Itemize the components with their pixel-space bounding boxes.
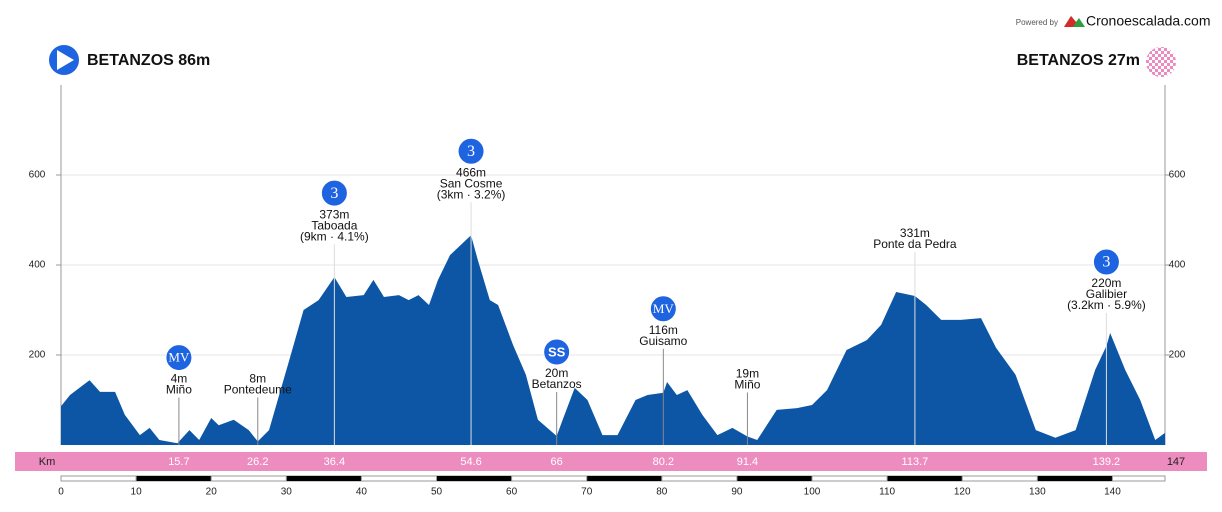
x-tick-label: 40 <box>356 487 368 498</box>
badge-label: MV <box>653 301 675 316</box>
climb-detail: (3.2km · 5.9%) <box>1067 298 1146 312</box>
finish-label: BETANZOS 27m <box>1017 52 1140 69</box>
brand-logo <box>1064 16 1085 27</box>
x-tick-label: 0 <box>58 487 64 498</box>
badge-label: 3 <box>467 143 475 160</box>
badge: 3 <box>457 137 485 165</box>
place-name: San Cosme <box>440 176 503 190</box>
km-label: 147 <box>1167 456 1185 468</box>
badge: SS <box>543 338 571 366</box>
place-name: Taboada <box>311 218 357 232</box>
x-tick-label: 50 <box>431 487 443 498</box>
x-tick-label: 90 <box>731 487 743 498</box>
badge: 3 <box>320 179 348 207</box>
badge-label: 3 <box>330 185 338 202</box>
badge-label: MV <box>168 350 190 365</box>
km-strip-label: Km <box>39 456 56 468</box>
y2-tick-label: 200 <box>1169 350 1186 361</box>
y2-tick-label: 600 <box>1169 170 1186 181</box>
x-tick-label: 120 <box>954 487 971 498</box>
x-tick-label: 110 <box>879 487 895 498</box>
elevation-label: 331m <box>900 226 930 240</box>
y2-tick-label: 400 <box>1169 260 1186 271</box>
brand[interactable]: Cronoescalada.com <box>1086 13 1211 29</box>
badge-circle <box>1092 248 1120 276</box>
start-label: BETANZOS 86m <box>87 52 210 69</box>
place-name: Miño <box>734 378 760 392</box>
x-tick-label: 30 <box>281 487 293 498</box>
km-label: 66 <box>551 456 563 468</box>
climb-detail: (3km · 3.2%) <box>437 187 506 201</box>
ruler-segment <box>586 476 662 481</box>
badge: 3 <box>1092 248 1120 276</box>
x-tick-label: 60 <box>506 487 518 498</box>
km-label: 139.2 <box>1093 456 1121 468</box>
ruler-segment <box>286 476 362 481</box>
badge-circle <box>457 137 485 165</box>
ruler-segment <box>136 476 212 481</box>
km-label: 15.7 <box>168 456 189 468</box>
x-tick-label: 10 <box>131 487 143 498</box>
place-name: Guisamo <box>639 334 687 348</box>
elevation-label: 8m <box>249 372 266 386</box>
y-tick-label: 200 <box>29 350 46 361</box>
elevation-label: 116m <box>649 323 678 337</box>
x-tick-label: 70 <box>581 487 593 498</box>
ruler-segment <box>436 476 512 481</box>
badge-circle <box>320 179 348 207</box>
km-label: 54.6 <box>460 456 481 468</box>
badge-circle <box>543 338 571 366</box>
x-tick-label: 100 <box>804 487 821 498</box>
elevation-label: 373m <box>319 207 349 221</box>
place-name: Galibier <box>1086 287 1127 301</box>
elevation-label: 466m <box>456 165 486 179</box>
place-name: Pontedeume <box>224 383 292 397</box>
x-tick-label: 80 <box>656 487 668 498</box>
badge-label: SS <box>548 344 566 359</box>
km-label: 36.4 <box>324 456 345 468</box>
y-tick-label: 400 <box>29 260 46 271</box>
km-strip <box>15 452 1207 471</box>
start-icon <box>49 45 79 75</box>
km-label: 80.2 <box>653 456 674 468</box>
elevation-label: 20m <box>545 366 568 380</box>
finish-icon <box>1146 47 1176 77</box>
climb-detail: (9km · 4.1%) <box>300 229 369 243</box>
km-label: 26.2 <box>247 456 268 468</box>
badge: MV <box>649 295 677 323</box>
place-name: Ponte da Pedra <box>873 237 957 251</box>
powered-by: Powered by <box>1016 18 1058 27</box>
x-tick-label: 20 <box>206 487 218 498</box>
y-tick-label: 600 <box>29 170 46 181</box>
badge-circle <box>165 344 193 372</box>
elevation-label: 4m <box>171 372 188 386</box>
elevation-label: 19m <box>736 367 759 381</box>
badge: MV <box>165 344 193 372</box>
place-name: Betanzos <box>532 377 582 391</box>
ruler-segment <box>1037 476 1113 481</box>
ruler-segment <box>887 476 963 481</box>
x-tick-label: 140 <box>1104 487 1121 498</box>
elevation-label: 220m <box>1091 276 1121 290</box>
x-tick-label: 130 <box>1029 487 1046 498</box>
km-label: 113.7 <box>902 456 929 468</box>
elevation-profile <box>61 235 1165 445</box>
km-label: 91.4 <box>737 456 758 468</box>
place-name: Miño <box>166 383 192 397</box>
badge-circle <box>649 295 677 323</box>
badge-label: 3 <box>1102 254 1110 271</box>
ruler-segment <box>736 476 813 481</box>
